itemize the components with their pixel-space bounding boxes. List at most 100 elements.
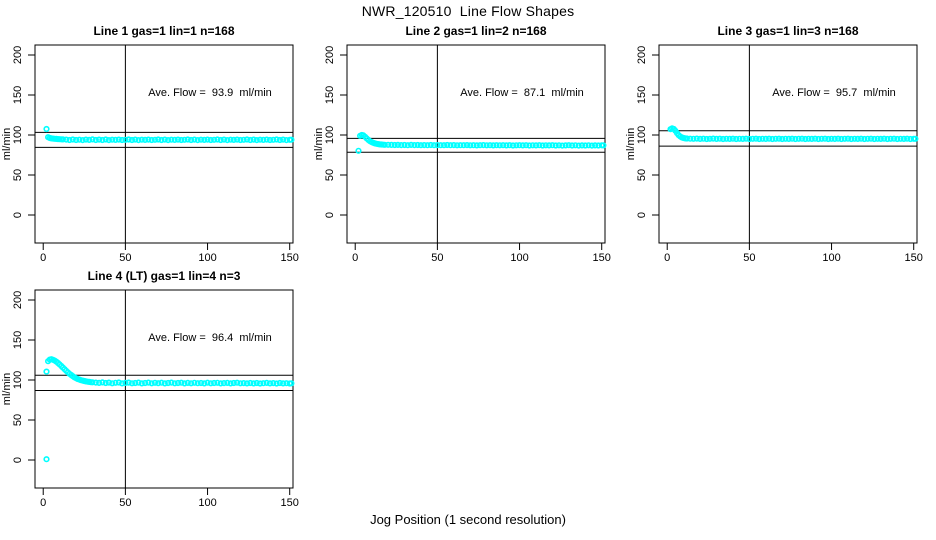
y-axis-label: ml/min xyxy=(1,373,13,405)
flow-data-point xyxy=(138,136,145,143)
flow-data-point xyxy=(122,379,129,386)
flow-data-point xyxy=(424,142,431,149)
flow-data-point xyxy=(447,142,454,149)
flow-data-point xyxy=(211,379,218,387)
x-tick-label: 100 xyxy=(198,252,216,264)
flow-data-point xyxy=(86,136,93,143)
flow-data-point xyxy=(288,136,295,143)
x-tick-label: 150 xyxy=(281,497,299,509)
flow-data-point xyxy=(214,136,221,143)
flow-data-point xyxy=(805,135,812,142)
panel-line-4: Line 4 (LT) gas=1 lin=4 n=3 0 50 100 150 200… xyxy=(0,265,312,510)
flow-data-point xyxy=(280,136,287,143)
flow-data-point xyxy=(430,142,438,149)
flow-data-point xyxy=(592,142,599,149)
flow-data-point xyxy=(509,142,517,149)
x-tick-label: 150 xyxy=(905,252,923,264)
y-tick-label: 200 xyxy=(12,291,24,309)
flow-data-point xyxy=(132,136,139,143)
flow-data-point xyxy=(151,379,159,386)
flow-data-point xyxy=(76,136,83,143)
flow-data-point xyxy=(188,380,195,387)
flow-data-point xyxy=(467,142,474,149)
flow-data-point xyxy=(230,379,237,387)
flow-data-point xyxy=(500,142,507,149)
x-tick-label: 50 xyxy=(431,252,443,264)
flow-data-point xyxy=(719,135,727,143)
flow-data-point xyxy=(201,136,208,143)
flow-data-point xyxy=(821,135,829,142)
flow-data-point xyxy=(263,379,270,386)
flow-data-point xyxy=(401,141,408,149)
flow-data-point xyxy=(536,142,543,149)
flow-data-point xyxy=(683,135,691,142)
flow-data-point xyxy=(572,142,579,149)
flow-data-point xyxy=(230,136,237,143)
flow-data-point xyxy=(798,135,806,142)
flow-data-point xyxy=(227,136,234,143)
flow-data-point xyxy=(785,135,792,142)
x-tick-label: 50 xyxy=(119,497,131,509)
flow-data-point xyxy=(519,142,526,149)
x-tick-label: 100 xyxy=(510,252,528,264)
panel-line-1-ave-flow: Ave. Flow = 93.9 ml/min xyxy=(148,87,272,99)
flow-data-point xyxy=(118,136,126,144)
flow-data-point xyxy=(506,142,513,149)
flow-data-point xyxy=(178,379,185,386)
flow-data-point xyxy=(145,136,152,143)
panel-line-3-ave-flow: Ave. Flow = 95.7 ml/min xyxy=(772,87,896,99)
flow-data-point xyxy=(95,379,103,386)
flow-data-point xyxy=(102,136,109,143)
flow-data-point xyxy=(407,141,415,148)
flow-data-point xyxy=(181,136,188,143)
flow-data-point xyxy=(43,368,50,375)
flow-data-point xyxy=(155,136,162,143)
flow-data-point xyxy=(260,380,267,387)
flow-data-point xyxy=(864,135,871,142)
flow-data-point xyxy=(411,141,418,149)
y-tick-label: 50 xyxy=(636,169,648,181)
x-tick-label: 0 xyxy=(664,252,670,264)
flow-data-point xyxy=(752,135,760,142)
panel-line-4-title: Line 4 (LT) gas=1 lin=4 n=3 xyxy=(87,269,241,283)
flow-data-point xyxy=(224,379,231,386)
flow-data-point xyxy=(211,136,218,143)
flow-data-point xyxy=(421,141,428,149)
flow-data-point xyxy=(723,135,730,142)
flow-data-point xyxy=(440,142,448,149)
flow-data-point xyxy=(729,135,736,142)
flow-data-point xyxy=(841,135,848,142)
flow-data-point xyxy=(214,379,221,386)
flow-data-point xyxy=(82,136,89,143)
flow-data-point xyxy=(789,135,796,142)
flow-data-point xyxy=(105,136,112,144)
flow-data-point xyxy=(437,142,444,149)
flow-data-point xyxy=(546,142,553,149)
flow-data-point xyxy=(529,142,536,149)
flow-data-point xyxy=(79,136,86,144)
flow-data-point xyxy=(539,142,546,149)
flow-data-point xyxy=(746,135,753,143)
flow-data-point xyxy=(217,380,224,387)
flow-data-point xyxy=(191,379,198,386)
flow-data-point xyxy=(600,142,607,149)
flow-data-point xyxy=(575,142,582,149)
flow-data-point xyxy=(224,136,231,144)
flow-data-point xyxy=(739,135,746,142)
y-tick-label: 150 xyxy=(324,86,336,104)
flow-data-point xyxy=(151,136,159,143)
flow-data-point xyxy=(43,125,50,133)
flow-data-point xyxy=(115,379,122,386)
flow-data-point xyxy=(227,380,234,387)
flow-data-point xyxy=(871,135,878,143)
flow-data-point xyxy=(828,135,835,142)
flow-data-point xyxy=(555,142,563,149)
flow-data-point xyxy=(201,380,208,387)
flow-data-point xyxy=(234,379,241,386)
flow-data-point xyxy=(881,135,888,142)
flow-data-point xyxy=(483,142,490,149)
flow-data-point xyxy=(690,135,697,142)
flow-data-point xyxy=(562,142,569,149)
flow-data-point xyxy=(795,135,802,142)
flow-data-point xyxy=(250,136,257,143)
